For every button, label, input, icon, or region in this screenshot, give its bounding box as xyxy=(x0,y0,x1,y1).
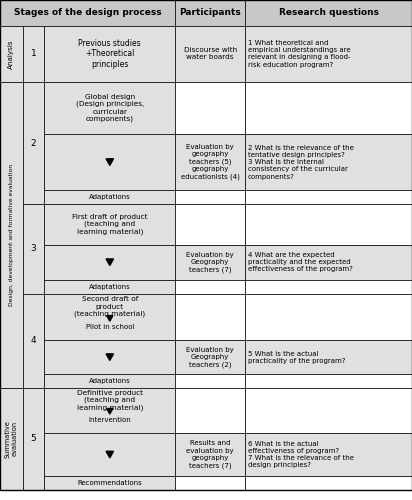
Polygon shape xyxy=(106,354,114,360)
Text: Definitive product
(teaching and
learning material): Definitive product (teaching and learnin… xyxy=(77,390,143,411)
Bar xyxy=(175,204,245,244)
Bar xyxy=(245,374,412,388)
Text: 3: 3 xyxy=(31,244,36,254)
Text: Recommendations: Recommendations xyxy=(77,480,142,486)
Text: Summative
evaluation: Summative evaluation xyxy=(5,420,18,458)
Bar xyxy=(175,374,245,388)
Bar xyxy=(44,26,175,82)
Bar xyxy=(23,294,44,388)
Bar xyxy=(44,280,175,293)
Bar xyxy=(175,134,245,190)
Bar xyxy=(0,388,23,490)
Bar xyxy=(0,0,175,26)
Bar xyxy=(175,244,245,280)
Bar xyxy=(44,388,175,433)
Bar xyxy=(175,26,245,82)
Bar xyxy=(245,340,412,374)
Polygon shape xyxy=(106,259,114,266)
Bar xyxy=(175,190,245,204)
Bar xyxy=(44,134,175,190)
Bar xyxy=(175,476,245,490)
Bar xyxy=(175,0,245,26)
Text: Research questions: Research questions xyxy=(279,8,379,18)
Bar xyxy=(44,244,175,280)
Bar xyxy=(245,433,412,476)
Bar xyxy=(245,280,412,293)
Text: Pilot in school: Pilot in school xyxy=(86,324,134,330)
Text: Participants: Participants xyxy=(179,8,241,18)
Polygon shape xyxy=(107,316,113,321)
Text: Evaluation by
geography
teachers (5)
geography
educationists (4): Evaluation by geography teachers (5) geo… xyxy=(181,144,239,180)
Text: Discourse with
water boards: Discourse with water boards xyxy=(184,47,236,60)
Bar xyxy=(245,388,412,433)
Bar xyxy=(175,280,245,293)
Polygon shape xyxy=(106,159,114,166)
Bar xyxy=(44,374,175,388)
Bar xyxy=(245,0,412,26)
Bar xyxy=(175,82,245,134)
Bar xyxy=(245,134,412,190)
Text: First draft of product
(teaching and
learning material): First draft of product (teaching and lea… xyxy=(72,214,147,235)
Text: 2: 2 xyxy=(31,138,36,147)
Text: Evaluation by
Geography
teachers (2): Evaluation by Geography teachers (2) xyxy=(186,346,234,368)
Bar xyxy=(23,82,44,204)
Text: Stages of the design process: Stages of the design process xyxy=(14,8,162,18)
Text: 1: 1 xyxy=(31,50,36,58)
Text: Intervention: Intervention xyxy=(89,418,131,424)
Bar xyxy=(245,190,412,204)
Bar xyxy=(44,294,175,341)
Bar xyxy=(245,244,412,280)
Bar xyxy=(44,204,175,244)
Bar xyxy=(44,82,175,134)
Bar xyxy=(175,388,245,433)
Bar xyxy=(23,388,44,490)
Bar xyxy=(175,340,245,374)
Text: 5: 5 xyxy=(31,434,36,444)
Polygon shape xyxy=(107,408,113,414)
Bar xyxy=(245,294,412,341)
Text: Previous studies
+Theoretical
principles: Previous studies +Theoretical principles xyxy=(78,38,141,69)
Text: 4 What are the expected
practicality and the expected
effectiveness of the progr: 4 What are the expected practicality and… xyxy=(248,252,353,272)
Text: Adaptations: Adaptations xyxy=(89,378,131,384)
Text: Design, development and formative evaluation: Design, development and formative evalua… xyxy=(9,164,14,306)
Text: 4: 4 xyxy=(31,336,36,345)
Bar xyxy=(44,340,175,374)
Bar xyxy=(245,204,412,244)
Text: Analysis: Analysis xyxy=(8,39,14,68)
Text: Global design
(Design principles,
curricular
components): Global design (Design principles, curric… xyxy=(76,94,144,122)
Bar xyxy=(44,433,175,476)
Text: 5 What is the actual
practicality of the program?: 5 What is the actual practicality of the… xyxy=(248,350,346,364)
Text: Second draft of
product
(teaching material): Second draft of product (teaching materi… xyxy=(74,296,145,318)
Bar xyxy=(23,204,44,294)
Bar xyxy=(44,190,175,204)
Bar xyxy=(245,26,412,82)
Bar xyxy=(0,82,23,388)
Text: Adaptations: Adaptations xyxy=(89,194,131,200)
Bar xyxy=(245,476,412,490)
Bar xyxy=(245,82,412,134)
Text: Results and
evaluation by
geography
teachers (7): Results and evaluation by geography teac… xyxy=(186,440,234,468)
Text: 1 What theoretical and
empirical understandings are
relevant in designing a floo: 1 What theoretical and empirical underst… xyxy=(248,40,351,68)
Bar xyxy=(175,433,245,476)
Text: Evaluation by
Geography
teachers (7): Evaluation by Geography teachers (7) xyxy=(186,252,234,272)
Text: 6 What is the actual
effectiveness of program?
7 What is the relevance of the
de: 6 What is the actual effectiveness of pr… xyxy=(248,440,354,468)
Bar xyxy=(175,294,245,341)
Bar xyxy=(44,476,175,490)
Bar xyxy=(0,26,23,82)
Polygon shape xyxy=(106,452,114,458)
Bar xyxy=(23,26,44,82)
Text: Adaptations: Adaptations xyxy=(89,284,131,290)
Text: 2 What is the relevance of the
tentative design principles?
3 What is the intern: 2 What is the relevance of the tentative… xyxy=(248,144,354,180)
